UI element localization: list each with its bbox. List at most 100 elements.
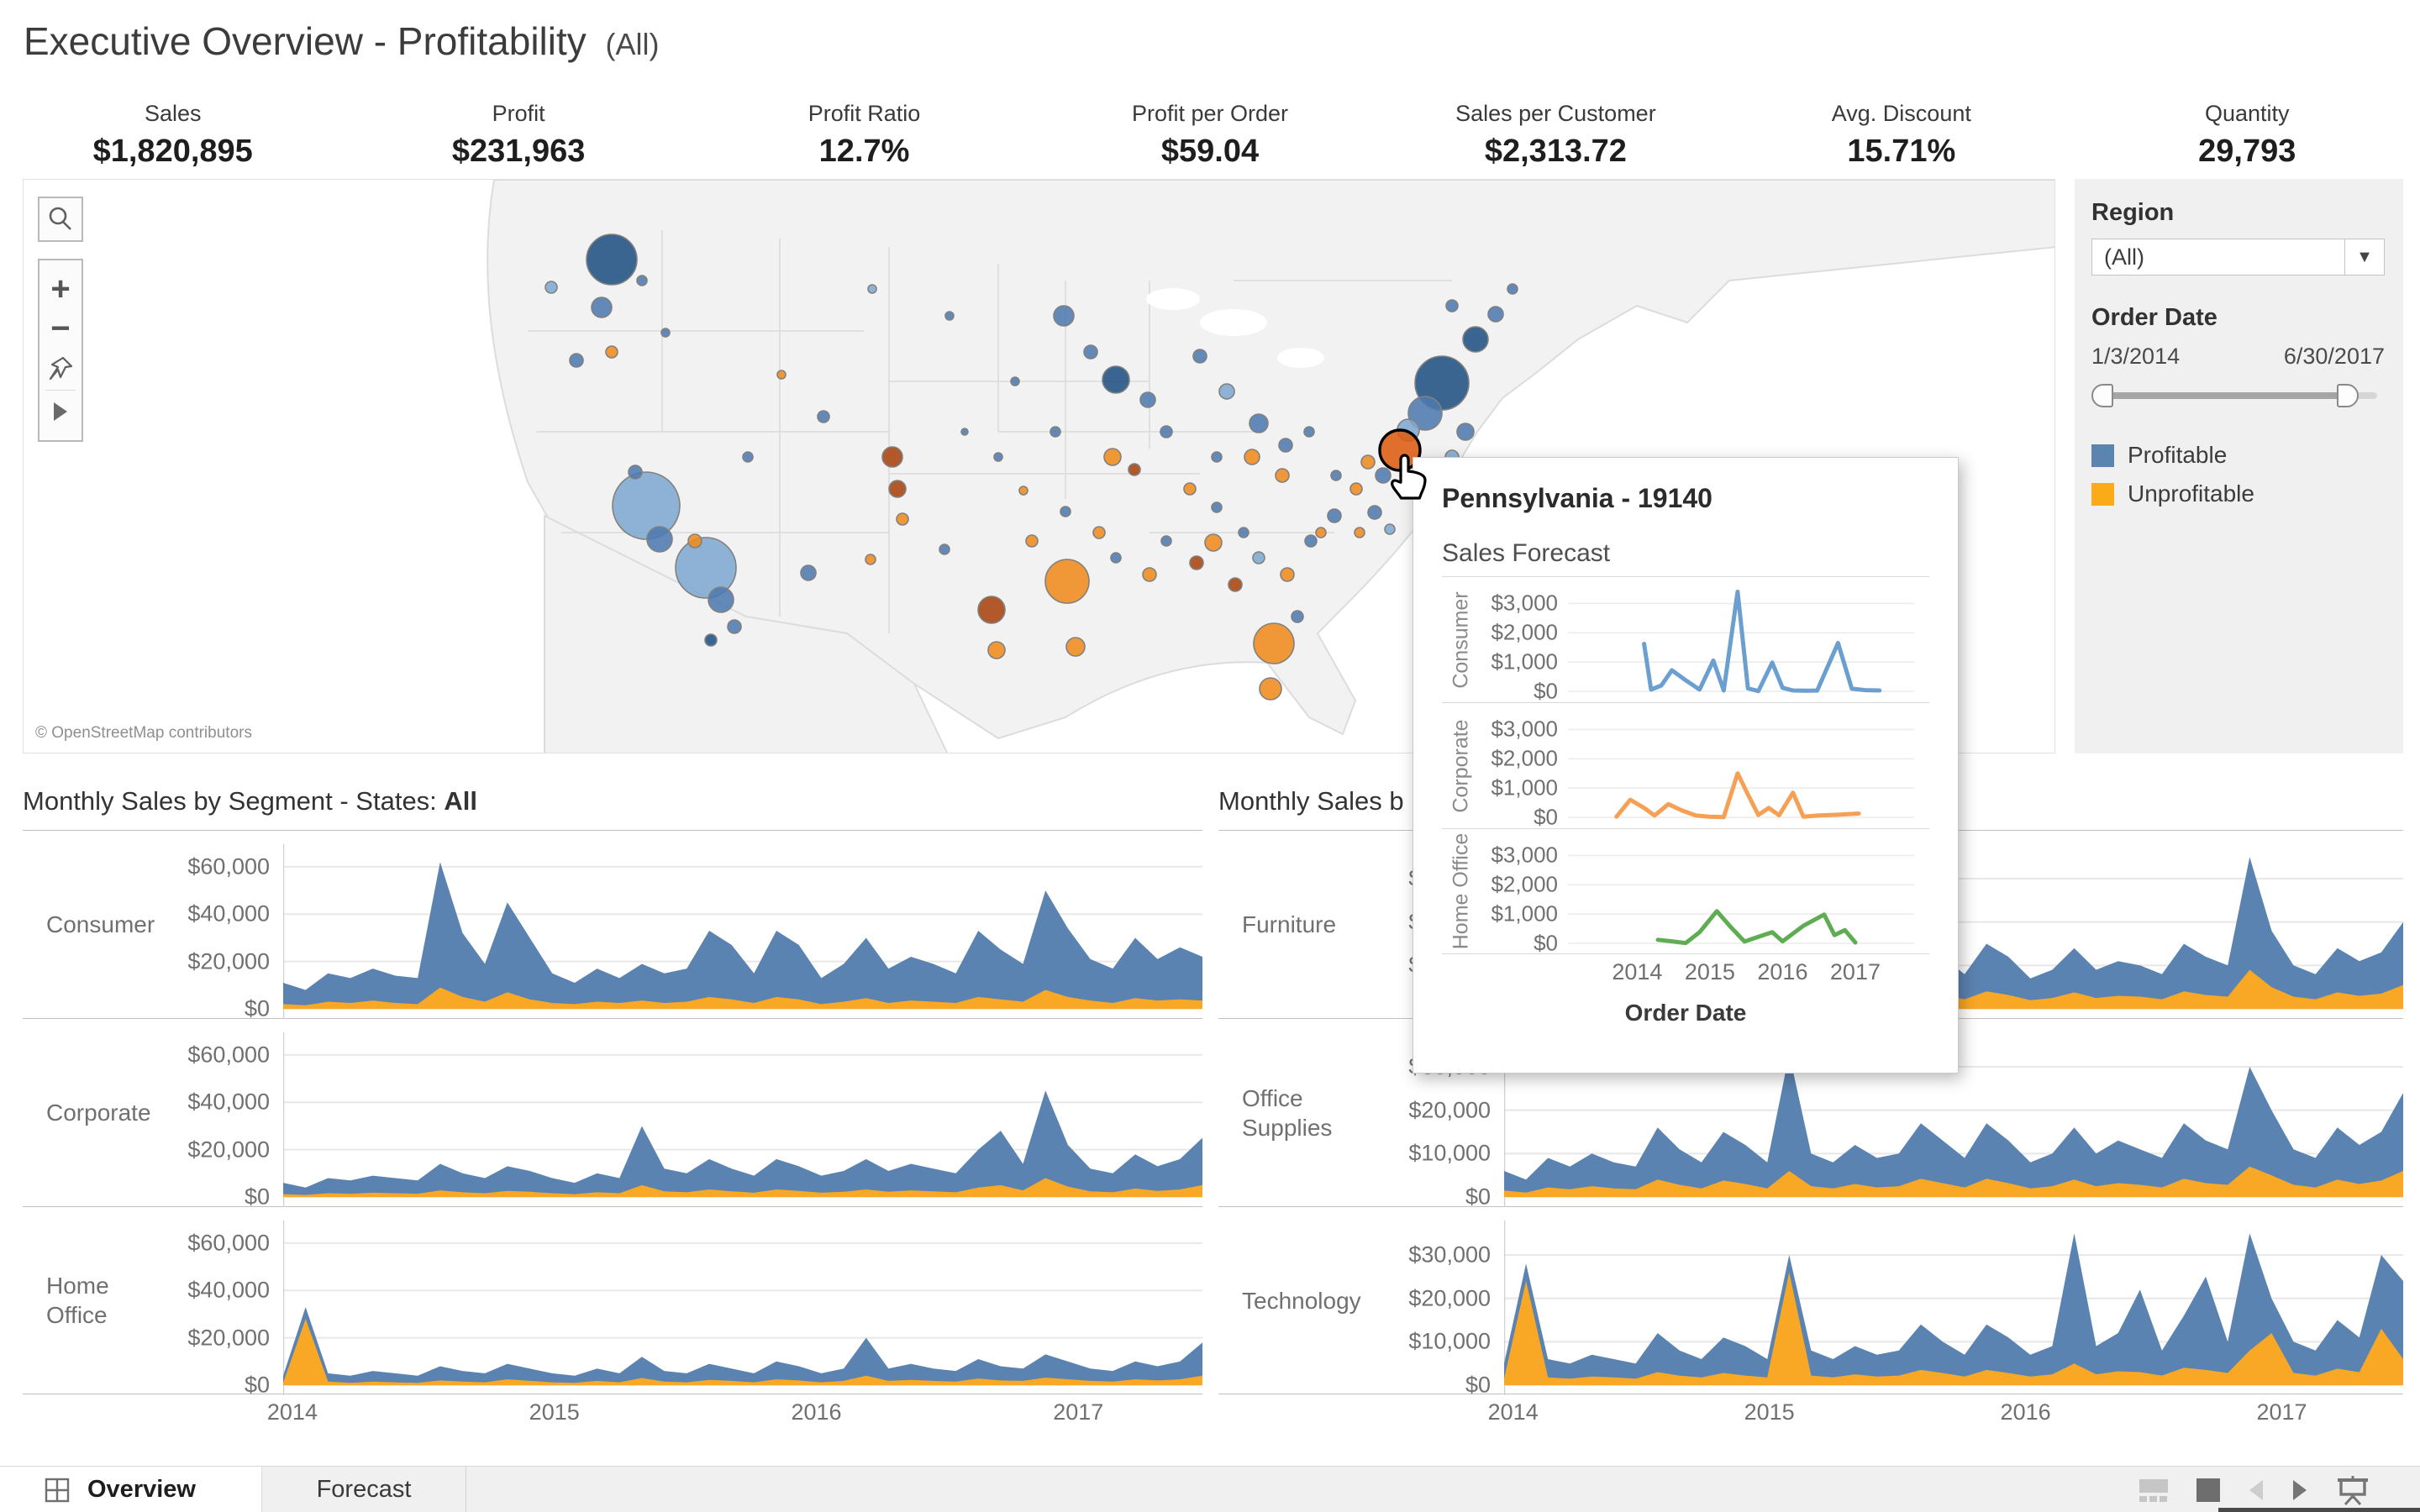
legend-item-profitable[interactable]: Profitable bbox=[2091, 442, 2386, 469]
map-bubble[interactable] bbox=[1083, 344, 1098, 360]
map-bubble[interactable] bbox=[636, 275, 648, 286]
map-bubble[interactable] bbox=[1060, 506, 1071, 517]
map-bubble[interactable] bbox=[881, 446, 903, 468]
map-bubble[interactable] bbox=[1139, 391, 1156, 408]
map-bubble[interactable] bbox=[1349, 482, 1363, 496]
map-bubble[interactable] bbox=[708, 586, 734, 613]
segment-area-chart[interactable]: Consumer $60,000 $40,000 $20,000 $0 Corporate… bbox=[23, 830, 1202, 1398]
current-sheet-icon[interactable] bbox=[2195, 1477, 2222, 1504]
map-bubble[interactable] bbox=[1110, 552, 1122, 564]
unprofitable-area[interactable] bbox=[283, 1178, 1202, 1198]
map-bubble[interactable] bbox=[1018, 486, 1028, 496]
map-bubble[interactable] bbox=[1462, 326, 1489, 353]
map-bubble[interactable] bbox=[612, 471, 681, 540]
map-bubble[interactable] bbox=[1280, 567, 1295, 582]
map-bubble[interactable] bbox=[1102, 365, 1130, 394]
map-bubble[interactable] bbox=[817, 410, 830, 423]
expand-tools-button[interactable] bbox=[38, 393, 83, 430]
map-bubble[interactable] bbox=[1103, 448, 1122, 466]
map-bubble[interactable] bbox=[1211, 451, 1223, 463]
map-bubble[interactable] bbox=[888, 480, 907, 498]
map-bubble[interactable] bbox=[1303, 426, 1315, 438]
zoom-out-button[interactable]: − bbox=[50, 309, 71, 347]
tab-overview[interactable]: Overview bbox=[0, 1467, 262, 1512]
profitable-area[interactable] bbox=[1504, 1053, 2403, 1198]
zoom-in-button[interactable]: + bbox=[50, 270, 71, 307]
map-bubble[interactable] bbox=[1044, 559, 1090, 604]
map-bubble[interactable] bbox=[1249, 413, 1269, 433]
map-bubble[interactable] bbox=[1456, 423, 1475, 441]
map-search-button[interactable] bbox=[38, 197, 83, 242]
profitable-area[interactable] bbox=[1504, 1233, 2403, 1385]
map-bubble[interactable] bbox=[742, 451, 754, 463]
map-bubble[interactable] bbox=[704, 633, 718, 647]
map-bubble[interactable] bbox=[1360, 454, 1376, 470]
chevron-down-icon[interactable]: ▼ bbox=[2344, 239, 2384, 275]
map-canvas[interactable] bbox=[24, 180, 2055, 753]
map-bubble[interactable] bbox=[1304, 534, 1318, 548]
map-bubble[interactable] bbox=[586, 234, 638, 286]
legend-item-unprofitable[interactable]: Unprofitable bbox=[2091, 480, 2386, 507]
map-bubble[interactable] bbox=[1238, 527, 1249, 538]
map-bubble[interactable] bbox=[867, 284, 877, 294]
presentation-mode-icon[interactable] bbox=[2334, 1474, 2371, 1506]
map-bubble[interactable] bbox=[939, 543, 950, 555]
map-bubble[interactable] bbox=[660, 328, 671, 338]
profitable-area[interactable] bbox=[283, 1090, 1202, 1197]
map-bubble[interactable] bbox=[1375, 467, 1392, 484]
map-bubble[interactable] bbox=[1259, 677, 1282, 701]
map-bubble[interactable] bbox=[1183, 482, 1197, 496]
map-bubble[interactable] bbox=[944, 311, 955, 321]
map-bubble[interactable] bbox=[960, 428, 969, 436]
previous-sheet-arrow-icon[interactable] bbox=[2247, 1478, 2265, 1502]
map-bubble[interactable] bbox=[1160, 535, 1172, 547]
map-bubble[interactable] bbox=[1445, 299, 1459, 312]
profitable-area[interactable] bbox=[283, 862, 1202, 1009]
order-date-range-slider[interactable] bbox=[2091, 383, 2377, 408]
map-bubble[interactable] bbox=[987, 641, 1006, 659]
region-dropdown[interactable]: (All) ▼ bbox=[2091, 239, 2385, 276]
filmstrip-icon[interactable] bbox=[2136, 1476, 2170, 1504]
map-bubble[interactable] bbox=[1507, 283, 1518, 295]
unprofitable-area[interactable] bbox=[283, 987, 1202, 1009]
map-bubble[interactable] bbox=[1128, 463, 1141, 476]
map-bubble[interactable] bbox=[1053, 305, 1075, 327]
map-bubble[interactable] bbox=[993, 452, 1003, 462]
map-bubble[interactable] bbox=[1487, 306, 1504, 323]
map-bubble[interactable] bbox=[865, 554, 876, 565]
map-bubble[interactable] bbox=[1315, 527, 1327, 538]
map-bubble[interactable] bbox=[1065, 637, 1086, 657]
next-sheet-arrow-icon[interactable] bbox=[2291, 1478, 2309, 1502]
map-bubble[interactable] bbox=[1253, 622, 1295, 664]
map-bubble[interactable] bbox=[675, 537, 737, 599]
area-plot[interactable] bbox=[283, 831, 1202, 1019]
map-bubble[interactable] bbox=[977, 596, 1006, 624]
map-bubble[interactable] bbox=[1189, 555, 1204, 570]
map-bubble[interactable] bbox=[1330, 470, 1342, 481]
map-bubble[interactable] bbox=[1291, 610, 1304, 623]
area-plot[interactable] bbox=[283, 1019, 1202, 1207]
map-bubble[interactable] bbox=[1228, 577, 1243, 592]
map-bubble[interactable] bbox=[1010, 376, 1020, 386]
map-bubble[interactable] bbox=[1275, 468, 1290, 483]
map-bubble[interactable] bbox=[1050, 426, 1061, 438]
map-bubble[interactable] bbox=[1092, 526, 1106, 539]
map-bubble[interactable] bbox=[776, 370, 786, 380]
slider-handle-start[interactable] bbox=[2091, 384, 2113, 407]
map-bubble[interactable] bbox=[544, 281, 558, 294]
map-bubble[interactable] bbox=[800, 564, 817, 581]
map-bubble[interactable] bbox=[1244, 449, 1260, 465]
tab-forecast[interactable]: Forecast bbox=[262, 1467, 466, 1512]
map-bubble[interactable] bbox=[1354, 527, 1365, 538]
map-bubble[interactable] bbox=[605, 345, 618, 359]
map-bubble[interactable] bbox=[1252, 551, 1265, 564]
area-plot[interactable] bbox=[1504, 1207, 2403, 1395]
map-bubble[interactable] bbox=[687, 533, 702, 549]
map-bubble[interactable] bbox=[591, 297, 613, 318]
map-bubble[interactable] bbox=[896, 512, 909, 526]
map-bubble[interactable] bbox=[1367, 505, 1382, 520]
map-bubble[interactable] bbox=[1278, 438, 1293, 453]
map-bubble[interactable] bbox=[1218, 383, 1235, 400]
map-bubble[interactable] bbox=[1160, 425, 1173, 438]
map-bubble[interactable] bbox=[1327, 508, 1342, 523]
